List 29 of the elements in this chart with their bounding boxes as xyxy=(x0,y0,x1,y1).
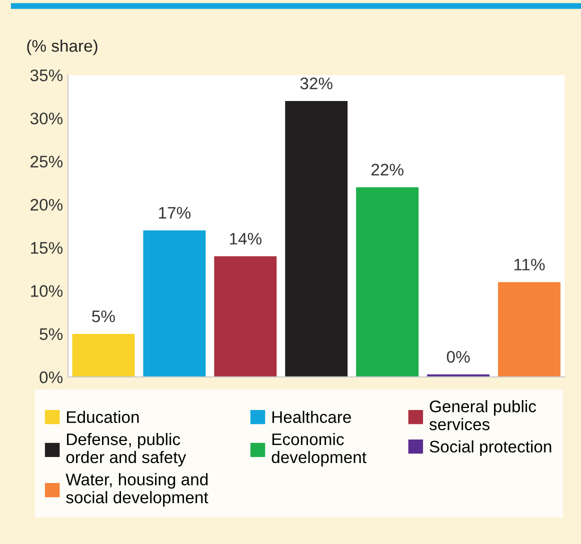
legend-label: Social protection xyxy=(430,440,552,456)
bar xyxy=(356,187,419,377)
y-tick-label: 5% xyxy=(40,328,63,340)
y-tick-label: 10% xyxy=(31,285,63,297)
data-label: 17% xyxy=(159,206,191,219)
data-label: 0% xyxy=(446,350,470,363)
data-label: 22% xyxy=(371,164,404,176)
bar xyxy=(285,100,348,377)
data-label: 5% xyxy=(92,310,115,322)
legend-label: Healthcare xyxy=(272,410,351,424)
y-tick-label: 25% xyxy=(30,156,63,168)
y-tick-label: 20% xyxy=(30,198,63,211)
bar xyxy=(143,230,206,377)
chart-title: (% share) xyxy=(27,40,98,56)
data-label: 32% xyxy=(300,78,332,90)
legend-label: Defense, public order and safety xyxy=(66,432,186,466)
bar xyxy=(214,256,277,377)
bar xyxy=(498,282,560,377)
data-label: 14% xyxy=(230,232,262,245)
legend-label: Education xyxy=(67,410,139,424)
y-tick-label: 0% xyxy=(40,371,63,384)
y-tick-label: 35% xyxy=(30,69,63,82)
legend-label: Water, housing and social development xyxy=(66,473,208,507)
y-tick-label: 15% xyxy=(31,242,63,254)
legend-label: General public services xyxy=(429,400,536,430)
legend-label: Economic development xyxy=(272,432,366,466)
bar xyxy=(72,334,135,377)
y-tick-label: 30% xyxy=(30,112,63,124)
data-label: 11% xyxy=(514,258,545,270)
